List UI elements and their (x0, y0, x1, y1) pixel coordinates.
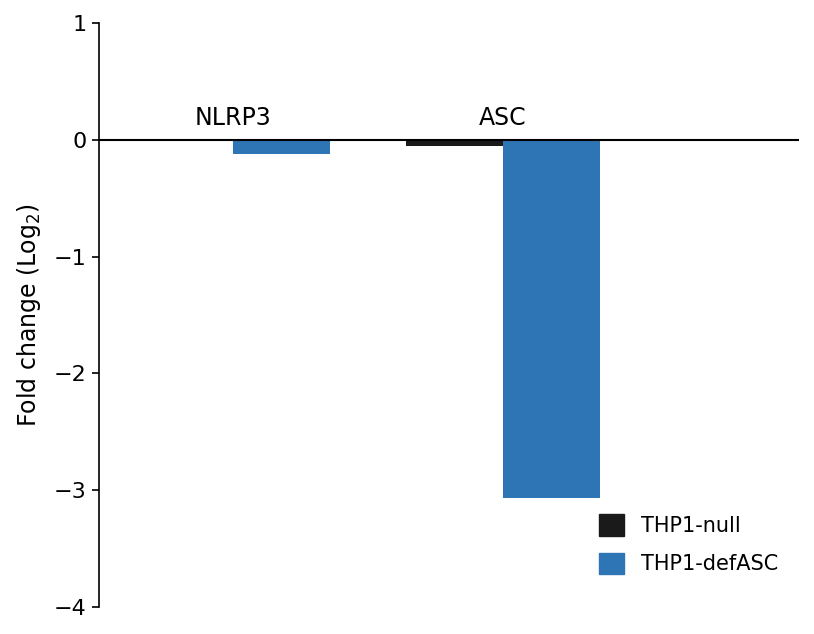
Text: ASC: ASC (479, 107, 527, 131)
Y-axis label: Fold change (Log$_\mathregular{2}$): Fold change (Log$_\mathregular{2}$) (15, 203, 43, 427)
Bar (503, 140, 600, 498)
Legend: THP1-null, THP1-defASC: THP1-null, THP1-defASC (589, 504, 789, 585)
Bar (234, 140, 330, 154)
Text: NLRP3: NLRP3 (195, 107, 272, 131)
Bar (405, 140, 503, 146)
